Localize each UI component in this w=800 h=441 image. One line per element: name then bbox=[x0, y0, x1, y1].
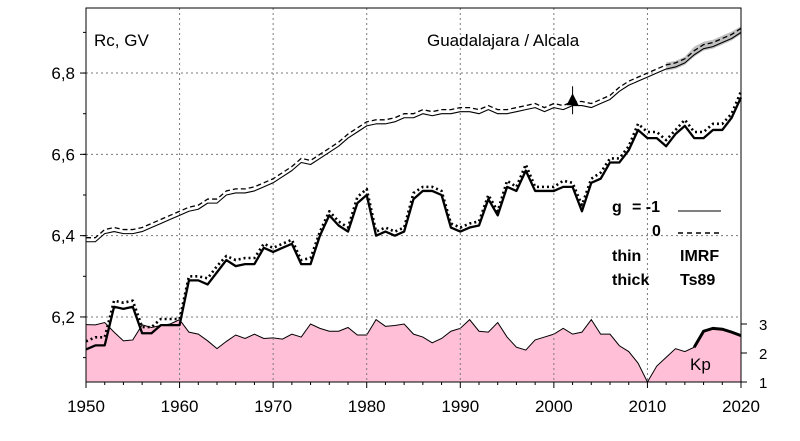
y-tick-label-0: 6,2 bbox=[51, 308, 75, 327]
marker-layer bbox=[566, 86, 579, 115]
grid-layer bbox=[86, 8, 741, 382]
y-tick-label-3: 6,8 bbox=[51, 64, 75, 83]
legend-thick-label: thick bbox=[612, 272, 649, 289]
legend-thin-model: IMRF bbox=[680, 248, 719, 265]
series-thick-dotted-line bbox=[85, 90, 743, 343]
kp-series-label: Kp bbox=[690, 355, 711, 374]
kp-tick-label-2: 2 bbox=[759, 346, 767, 363]
x-tick-label-1990: 1990 bbox=[441, 397, 479, 416]
x-tick-label-1970: 1970 bbox=[254, 397, 292, 416]
series-thin-dashed-line bbox=[86, 27, 742, 239]
legend-g-minus1: = -1 bbox=[632, 199, 660, 216]
marker-triangle bbox=[566, 93, 579, 106]
series-layer bbox=[85, 27, 743, 351]
x-tick-label-1960: 1960 bbox=[161, 397, 199, 416]
x-tick-label-1980: 1980 bbox=[348, 397, 386, 416]
kp-tick-label-1: 1 bbox=[759, 375, 767, 392]
x-tick-label-2020: 2020 bbox=[722, 397, 760, 416]
x-tick-label-2010: 2010 bbox=[629, 397, 667, 416]
legend-thin-label: thin bbox=[612, 248, 641, 265]
x-tick-label-1950: 1950 bbox=[67, 397, 105, 416]
legend-g-label: g bbox=[612, 199, 622, 216]
kp-area-outline bbox=[85, 318, 742, 384]
y-tick-label-2: 6,6 bbox=[51, 145, 75, 164]
legend-thick-model: Ts89 bbox=[680, 272, 715, 289]
chart-title: Guadalajara / Alcala bbox=[427, 31, 580, 50]
kp-layer bbox=[85, 318, 742, 384]
kp-tick-label-3: 3 bbox=[759, 317, 767, 334]
series-thick-solid-line bbox=[85, 96, 743, 351]
y-tick-label-1: 6,4 bbox=[51, 227, 75, 246]
axis-layer: 1950 1960 1970 1980 1990 2000 2010 2020 6,2 6,4 6,… bbox=[51, 31, 767, 416]
y-axis-title: Rc, GV bbox=[94, 31, 149, 50]
series-thin-solid-line bbox=[86, 31, 742, 243]
legend-g-zero: 0 bbox=[652, 223, 661, 240]
legend: g = -1 0 thin IMRF thick Ts89 bbox=[612, 199, 721, 289]
kp-area-outline-recent bbox=[692, 326, 742, 348]
x-tick-label-2000: 2000 bbox=[535, 397, 573, 416]
kp-area-fill bbox=[86, 319, 741, 382]
